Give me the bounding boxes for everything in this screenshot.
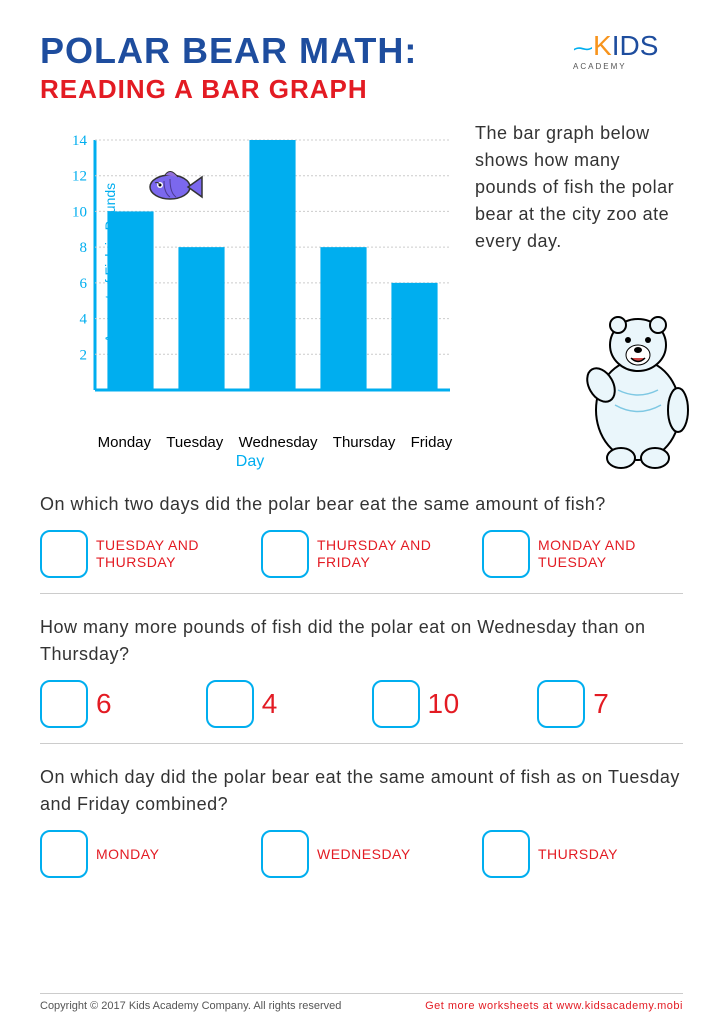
question-text: How many more pounds of fish did the pol… (40, 614, 683, 668)
question-block: How many more pounds of fish did the pol… (40, 614, 683, 744)
answer-checkbox[interactable] (482, 830, 530, 878)
svg-text:2: 2 (80, 347, 88, 363)
answer-option: 4 (206, 680, 352, 728)
answer-checkbox[interactable] (537, 680, 585, 728)
category-label: Thursday (333, 434, 396, 451)
answer-label: THURSDAY AND FRIDAY (317, 537, 462, 571)
answer-checkbox[interactable] (40, 530, 88, 578)
answer-label: WEDNESDAY (317, 846, 411, 863)
question-block: On which day did the polar bear eat the … (40, 764, 683, 893)
answer-option: MONDAY (40, 830, 241, 878)
answer-label: 10 (428, 687, 460, 721)
category-label: Wednesday (239, 434, 318, 451)
logo-text: IDS (612, 30, 659, 61)
answer-option: 7 (537, 680, 683, 728)
answer-option: 6 (40, 680, 186, 728)
answer-checkbox[interactable] (261, 530, 309, 578)
answer-option: 10 (372, 680, 518, 728)
y-axis-label: Amount of Fish in Pounds (102, 183, 118, 343)
answer-option: WEDNESDAY (261, 830, 462, 878)
category-labels: Monday Tuesday Wednesday Thursday Friday (40, 434, 460, 451)
svg-text:10: 10 (72, 204, 87, 220)
answer-option: THURSDAY (482, 830, 683, 878)
answer-option: MONDAY AND TUESDAY (482, 530, 683, 578)
answer-checkbox[interactable] (206, 680, 254, 728)
logo-sub: ACADEMY (573, 62, 683, 71)
answer-label: TUESDAY AND THURSDAY (96, 537, 241, 571)
footer: Copyright © 2017 Kids Academy Company. A… (40, 993, 683, 1012)
answer-label: 4 (262, 687, 278, 721)
answer-row: 6 4 10 7 (40, 680, 683, 744)
copyright: Copyright © 2017 Kids Academy Company. A… (40, 1000, 341, 1012)
svg-text:8: 8 (80, 240, 88, 256)
svg-text:6: 6 (80, 276, 88, 292)
answer-checkbox[interactable] (261, 830, 309, 878)
polar-bear-icon (573, 300, 703, 470)
answer-row: MONDAY WEDNESDAY THURSDAY (40, 830, 683, 893)
svg-text:14: 14 (72, 133, 88, 149)
answer-label: 6 (96, 687, 112, 721)
svg-text:4: 4 (80, 312, 88, 328)
question-text: On which two days did the polar bear eat… (40, 491, 683, 518)
x-axis-label: Day (40, 453, 460, 471)
answer-checkbox[interactable] (372, 680, 420, 728)
svg-text:12: 12 (72, 169, 87, 185)
answer-row: TUESDAY AND THURSDAY THURSDAY AND FRIDAY M… (40, 530, 683, 594)
category-label: Tuesday (166, 434, 223, 451)
category-label: Monday (98, 434, 151, 451)
answer-label: THURSDAY (538, 846, 618, 863)
answer-label: 7 (593, 687, 609, 721)
category-label: Friday (411, 434, 453, 451)
footer-link: Get more worksheets at www.kidsacademy.m… (425, 1000, 683, 1012)
answer-checkbox[interactable] (482, 530, 530, 578)
question-text: On which day did the polar bear eat the … (40, 764, 683, 818)
question-block: On which two days did the polar bear eat… (40, 491, 683, 594)
answer-label: MONDAY AND TUESDAY (538, 537, 683, 571)
answer-checkbox[interactable] (40, 680, 88, 728)
answer-label: MONDAY (96, 846, 159, 863)
logo: ⁓KIDS ACADEMY (573, 30, 683, 80)
header: POLAR BEAR MATH: READING A BAR GRAPH ⁓KI… (40, 30, 683, 105)
answer-checkbox[interactable] (40, 830, 88, 878)
answer-option: THURSDAY AND FRIDAY (261, 530, 462, 578)
chart-area: Amount of Fish in Pounds 2 4 6 8 10 12 14 Mond… (40, 115, 460, 471)
answer-option: TUESDAY AND THURSDAY (40, 530, 241, 578)
